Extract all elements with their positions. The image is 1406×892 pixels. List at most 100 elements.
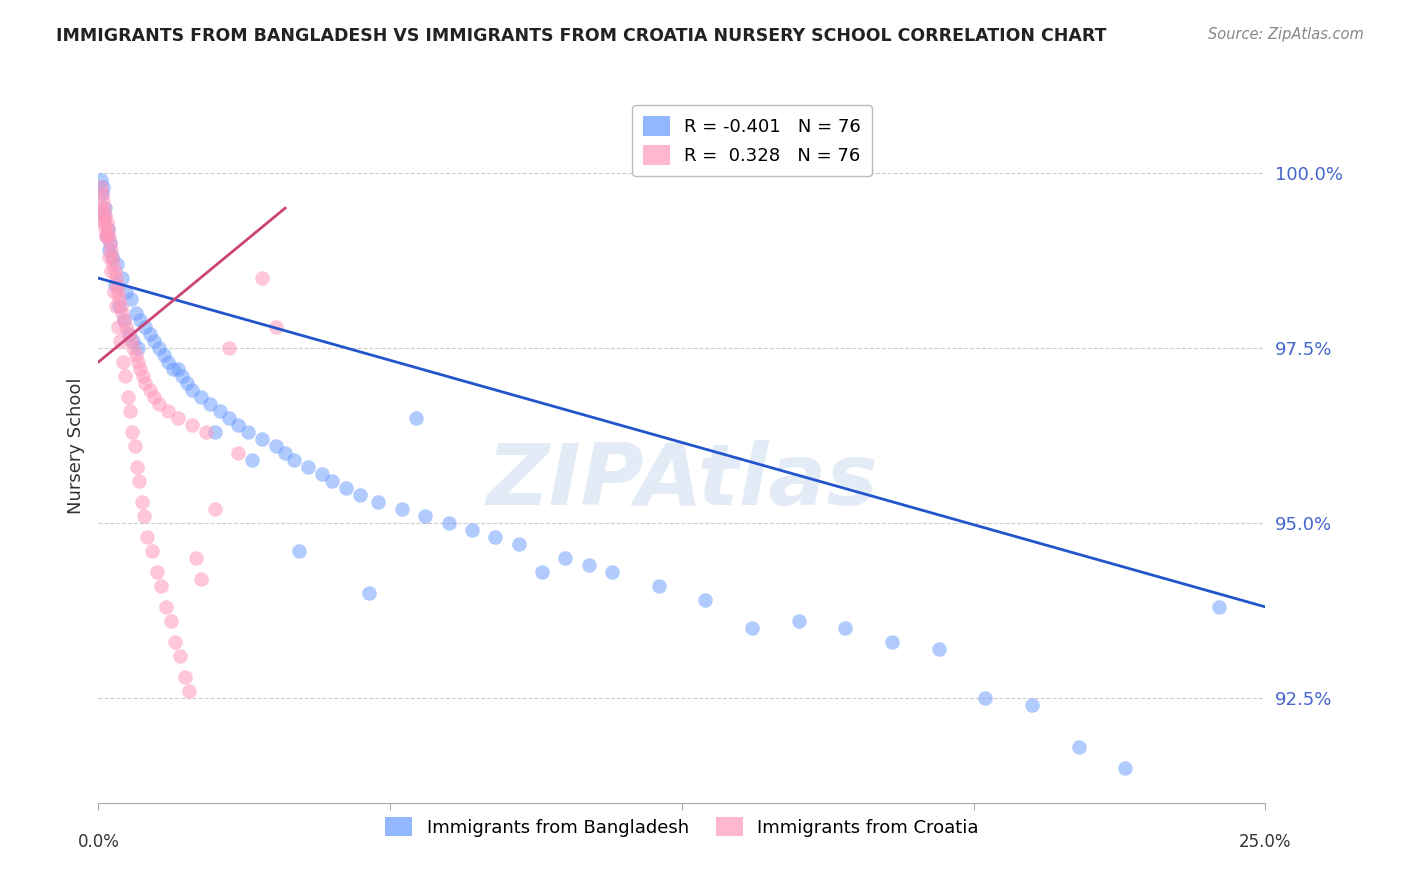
Point <box>131 495 153 509</box>
Point <box>349 488 371 502</box>
Point <box>148 397 170 411</box>
Point <box>98 236 121 251</box>
Point <box>461 523 484 537</box>
Text: 25.0%: 25.0% <box>1239 833 1292 851</box>
Point <box>120 404 142 418</box>
Point <box>508 537 530 551</box>
Point <box>134 508 156 523</box>
Point <box>127 341 149 355</box>
Point <box>143 334 166 348</box>
Point <box>110 299 132 313</box>
Point <box>311 467 333 481</box>
Point <box>94 201 117 215</box>
Point <box>165 635 187 649</box>
Point <box>367 495 389 509</box>
Point <box>208 404 231 418</box>
Text: Source: ZipAtlas.com: Source: ZipAtlas.com <box>1208 27 1364 42</box>
Point <box>321 474 343 488</box>
Point <box>695 593 717 607</box>
Point <box>741 621 763 635</box>
Point <box>405 411 427 425</box>
Point <box>157 355 180 369</box>
Point <box>530 565 553 579</box>
Point <box>97 243 120 257</box>
Point <box>134 376 156 390</box>
Point <box>250 432 273 446</box>
Point <box>122 341 145 355</box>
Point <box>93 208 115 222</box>
Point <box>94 208 117 222</box>
Point <box>118 327 141 342</box>
Point <box>228 417 250 432</box>
Y-axis label: Nursery School: Nursery School <box>66 377 84 515</box>
Point <box>108 299 131 313</box>
Point <box>139 327 162 342</box>
Point <box>105 278 128 293</box>
Point <box>120 292 142 306</box>
Point <box>264 320 287 334</box>
Point <box>120 334 142 348</box>
Point <box>166 362 188 376</box>
Legend: Immigrants from Bangladesh, Immigrants from Croatia: Immigrants from Bangladesh, Immigrants f… <box>378 809 986 844</box>
Text: ZIPAtlas: ZIPAtlas <box>486 440 877 524</box>
Point <box>100 243 122 257</box>
Point <box>96 229 118 244</box>
Point <box>98 250 121 264</box>
Point <box>391 502 413 516</box>
Point <box>186 550 208 565</box>
Point <box>928 641 950 656</box>
Point <box>148 341 170 355</box>
Point <box>162 362 184 376</box>
Point <box>264 439 287 453</box>
Point <box>100 264 122 278</box>
Point <box>218 411 240 425</box>
Point <box>141 544 163 558</box>
Point <box>112 313 135 327</box>
Point <box>112 355 135 369</box>
Point <box>112 313 135 327</box>
Point <box>228 446 250 460</box>
Point <box>93 215 115 229</box>
Point <box>242 453 264 467</box>
Point <box>103 285 125 299</box>
Point <box>974 690 997 705</box>
Point <box>169 648 191 663</box>
Point <box>107 320 129 334</box>
Point <box>600 565 623 579</box>
Point <box>105 257 128 271</box>
Point <box>93 215 115 229</box>
Point <box>97 222 120 236</box>
Point <box>250 271 273 285</box>
Point <box>146 565 169 579</box>
Point <box>139 383 162 397</box>
Point <box>1208 599 1230 614</box>
Point <box>101 250 124 264</box>
Point <box>91 180 114 194</box>
Point <box>1067 739 1090 754</box>
Point <box>93 201 115 215</box>
Point <box>114 369 136 384</box>
Point <box>180 383 202 397</box>
Point <box>104 264 127 278</box>
Point <box>94 229 117 244</box>
Point <box>437 516 460 530</box>
Point <box>578 558 600 572</box>
Point <box>288 544 311 558</box>
Point <box>200 397 222 411</box>
Point <box>96 229 118 244</box>
Point <box>359 586 381 600</box>
Point <box>108 292 131 306</box>
Point <box>159 614 181 628</box>
Point <box>647 579 669 593</box>
Point <box>104 299 127 313</box>
Point <box>132 369 155 384</box>
Point <box>136 530 159 544</box>
Point <box>90 180 112 194</box>
Point <box>105 271 128 285</box>
Point <box>90 173 112 187</box>
Point <box>554 550 576 565</box>
Point <box>413 508 436 523</box>
Point <box>190 390 212 404</box>
Point <box>166 411 188 425</box>
Point <box>274 446 297 460</box>
